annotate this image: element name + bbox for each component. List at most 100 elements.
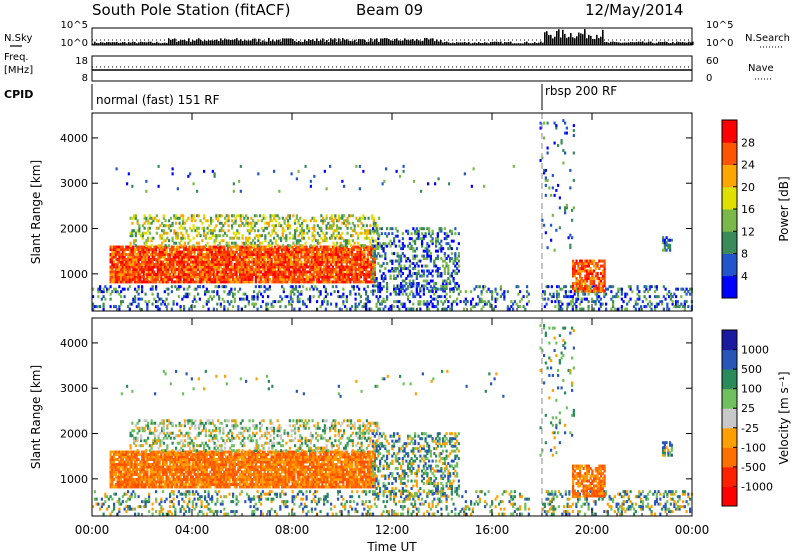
heatmap-cell (435, 257, 438, 261)
heatmap-cell (128, 307, 131, 311)
heatmap-cell (333, 267, 336, 271)
heatmap-cell (289, 302, 292, 306)
heatmap-cell (234, 219, 237, 223)
heatmap-cell (137, 277, 140, 281)
heatmap-cell (261, 265, 264, 269)
heatmap-cell (403, 264, 406, 268)
noise-bar (580, 33, 582, 45)
heatmap-cell (379, 227, 382, 231)
heatmap-cell (299, 229, 302, 233)
heatmap-cell (298, 285, 301, 289)
heatmap-cell (146, 275, 149, 279)
heatmap-cell (109, 455, 112, 459)
heatmap-cell (321, 248, 324, 252)
heatmap-cell (477, 302, 480, 306)
heatmap-cell (319, 253, 322, 256)
heatmap-cell (167, 277, 170, 281)
heatmap-cell (165, 262, 168, 266)
heatmap-cell (232, 236, 235, 240)
heatmap-cell (410, 232, 413, 236)
heatmap-cell (456, 297, 459, 301)
heatmap-cell (244, 297, 247, 301)
heatmap-cell (582, 267, 585, 271)
heatmap-cell (185, 231, 188, 235)
heatmap-cell (324, 270, 327, 274)
heatmap-cell (209, 245, 212, 249)
heatmap-cell (173, 214, 176, 218)
heatmap-cell (134, 267, 137, 271)
heatmap-cell (372, 216, 375, 220)
heatmap-cell (301, 231, 304, 235)
heatmap-cell (214, 285, 217, 289)
heatmap-cell (188, 270, 191, 274)
heatmap-cell (109, 292, 112, 296)
heatmap-cell (260, 245, 263, 249)
heatmap-cell (130, 462, 133, 466)
heatmap-cell (156, 277, 159, 281)
heatmap-cell (114, 472, 117, 476)
noise-left-bottom-tick: 10^0 (61, 38, 88, 49)
heatmap-cell (568, 302, 571, 306)
heatmap-cell (291, 262, 294, 266)
heatmap-cell (135, 485, 138, 489)
heatmap-cell (137, 257, 140, 261)
heatmap-cell (326, 272, 329, 276)
heatmap-cell (148, 265, 151, 269)
heatmap-cell (433, 286, 436, 290)
heatmap-cell (163, 267, 166, 271)
heatmap-cell (442, 264, 445, 268)
heatmap-cell (328, 260, 331, 264)
heatmap-cell (307, 255, 310, 259)
noise-bar (418, 40, 420, 45)
heatmap-cell (258, 290, 261, 294)
heatmap-cell (417, 284, 420, 288)
heatmap-cell (362, 214, 365, 218)
noise-bar (648, 41, 650, 45)
heatmap-cell (162, 216, 165, 220)
heatmap-cell (283, 221, 286, 225)
heatmap-cell (340, 270, 343, 274)
heatmap-cell (295, 226, 298, 230)
heatmap-cell (366, 280, 369, 284)
heatmap-cell (155, 245, 158, 249)
heatmap-cell (272, 262, 275, 266)
heatmap-cell (337, 226, 340, 230)
heatmap-cell (200, 262, 203, 266)
heatmap-cell (251, 275, 254, 279)
heatmap-cell (337, 245, 340, 249)
heatmap-cell (366, 245, 369, 249)
heatmap-cell (120, 485, 123, 489)
heatmap-cell (370, 267, 373, 271)
heatmap-cell (650, 302, 653, 306)
heatmap-cell (336, 219, 339, 223)
heatmap-cell (193, 267, 196, 271)
heatmap-cell (422, 274, 425, 278)
heatmap-cell (346, 239, 349, 243)
heatmap-cell (396, 286, 399, 290)
heatmap-cell (139, 307, 142, 311)
heatmap-cell (179, 250, 182, 254)
heatmap-cell (148, 221, 151, 225)
heatmap-cell (237, 248, 240, 252)
heatmap-cell (158, 253, 161, 256)
heatmap-cell (134, 485, 137, 489)
heatmap-cell (159, 224, 162, 228)
heatmap-cell (313, 216, 316, 220)
heatmap-cell (165, 260, 168, 264)
heatmap-cell (435, 249, 438, 253)
heatmap-cell (293, 255, 296, 259)
heatmap-cell (293, 277, 296, 281)
heatmap-cell (281, 297, 284, 301)
heatmap-cell (186, 253, 189, 256)
heatmap-cell (303, 253, 306, 256)
heatmap-cell (342, 270, 345, 274)
heatmap-cell (247, 253, 250, 256)
heatmap-cell (113, 272, 116, 276)
heatmap-cell (209, 255, 212, 259)
heatmap-cell (216, 270, 219, 274)
heatmap-cell (211, 267, 214, 271)
heatmap-cell (345, 248, 348, 252)
heatmap-cell (234, 234, 237, 238)
heatmap-cell (130, 458, 133, 461)
heatmap-cell (235, 248, 238, 252)
